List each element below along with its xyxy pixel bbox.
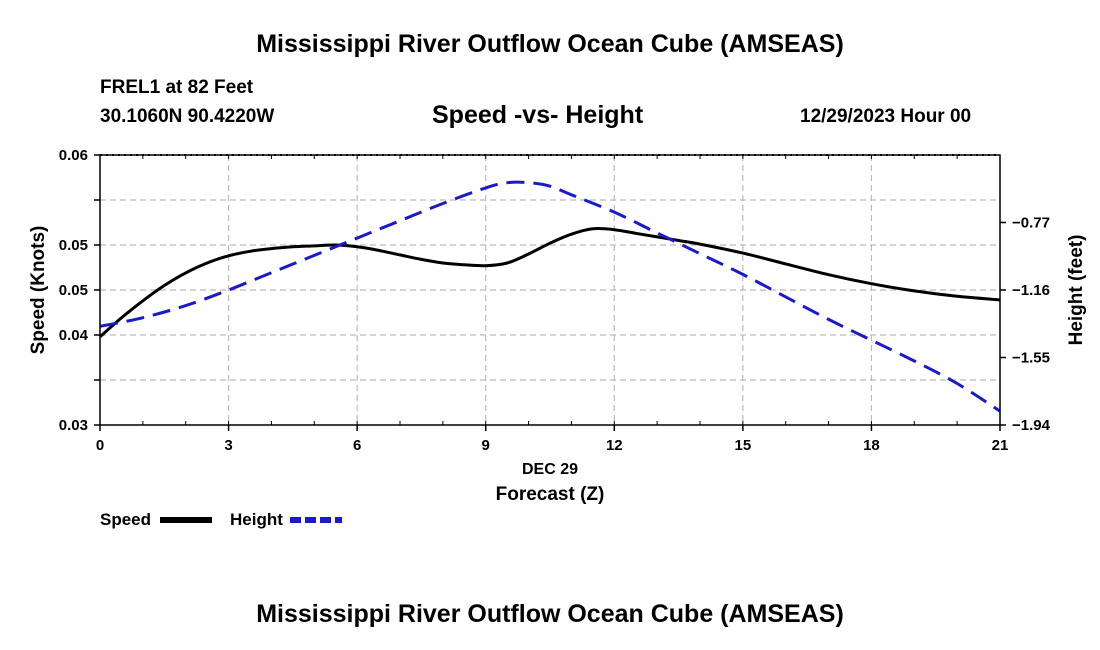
x-tick-label: 0 bbox=[96, 437, 104, 454]
y2-tick-label: −1.94 bbox=[1012, 417, 1051, 434]
x-tick-label: 12 bbox=[606, 437, 623, 454]
legend-label-speed: Speed bbox=[100, 510, 151, 529]
station-label: FREL1 at 82 Feet bbox=[100, 77, 254, 98]
chart-subtitle: Speed -vs- Height bbox=[432, 101, 644, 129]
series-lines bbox=[99, 180, 1001, 413]
y2-axis-label: Height (feet) bbox=[1066, 235, 1087, 346]
chart-footer-title: Mississippi River Outflow Ocean Cube (AM… bbox=[256, 600, 844, 628]
x-tick-label: 3 bbox=[224, 437, 232, 454]
y-tick-label: 0.03 bbox=[59, 417, 88, 434]
x-tick-label: 18 bbox=[863, 437, 880, 454]
forecast-date: 12/29/2023 Hour 00 bbox=[800, 106, 972, 127]
x-tick-label: 9 bbox=[482, 437, 490, 454]
chart-main-title: Mississippi River Outflow Ocean Cube (AM… bbox=[256, 30, 844, 58]
axis-ticks: 0 3 6 9 12 15 18 21 0.03 0.04 0.05 0.05 0.06 −1.94 −1.… bbox=[59, 147, 1051, 454]
x-tick-label: 21 bbox=[992, 437, 1009, 454]
x-tick-label: 6 bbox=[353, 437, 361, 454]
x-tick-label: 15 bbox=[735, 437, 752, 454]
x-date-label: DEC 29 bbox=[522, 461, 578, 478]
grid-lines bbox=[100, 155, 1000, 425]
height-series-line bbox=[99, 180, 1001, 413]
legend-label-height: Height bbox=[230, 510, 283, 529]
y2-tick-label: −1.55 bbox=[1012, 350, 1050, 367]
y2-tick-label: −1.16 bbox=[1012, 282, 1050, 299]
y-tick-label: 0.06 bbox=[59, 147, 88, 164]
speed-series-line bbox=[99, 226, 1001, 338]
chart-legend: Speed Height bbox=[100, 510, 342, 529]
y2-tick-label: −0.77 bbox=[1012, 215, 1050, 232]
x-axis-label: Forecast (Z) bbox=[496, 484, 605, 505]
y-tick-label: 0.05 bbox=[59, 237, 88, 254]
station-coordinates: 30.1060N 90.4220W bbox=[100, 106, 275, 127]
y-tick-label: 0.05 bbox=[59, 282, 88, 299]
y-tick-label: 0.04 bbox=[59, 327, 89, 344]
y-axis-label: Speed (Knots) bbox=[28, 226, 49, 355]
